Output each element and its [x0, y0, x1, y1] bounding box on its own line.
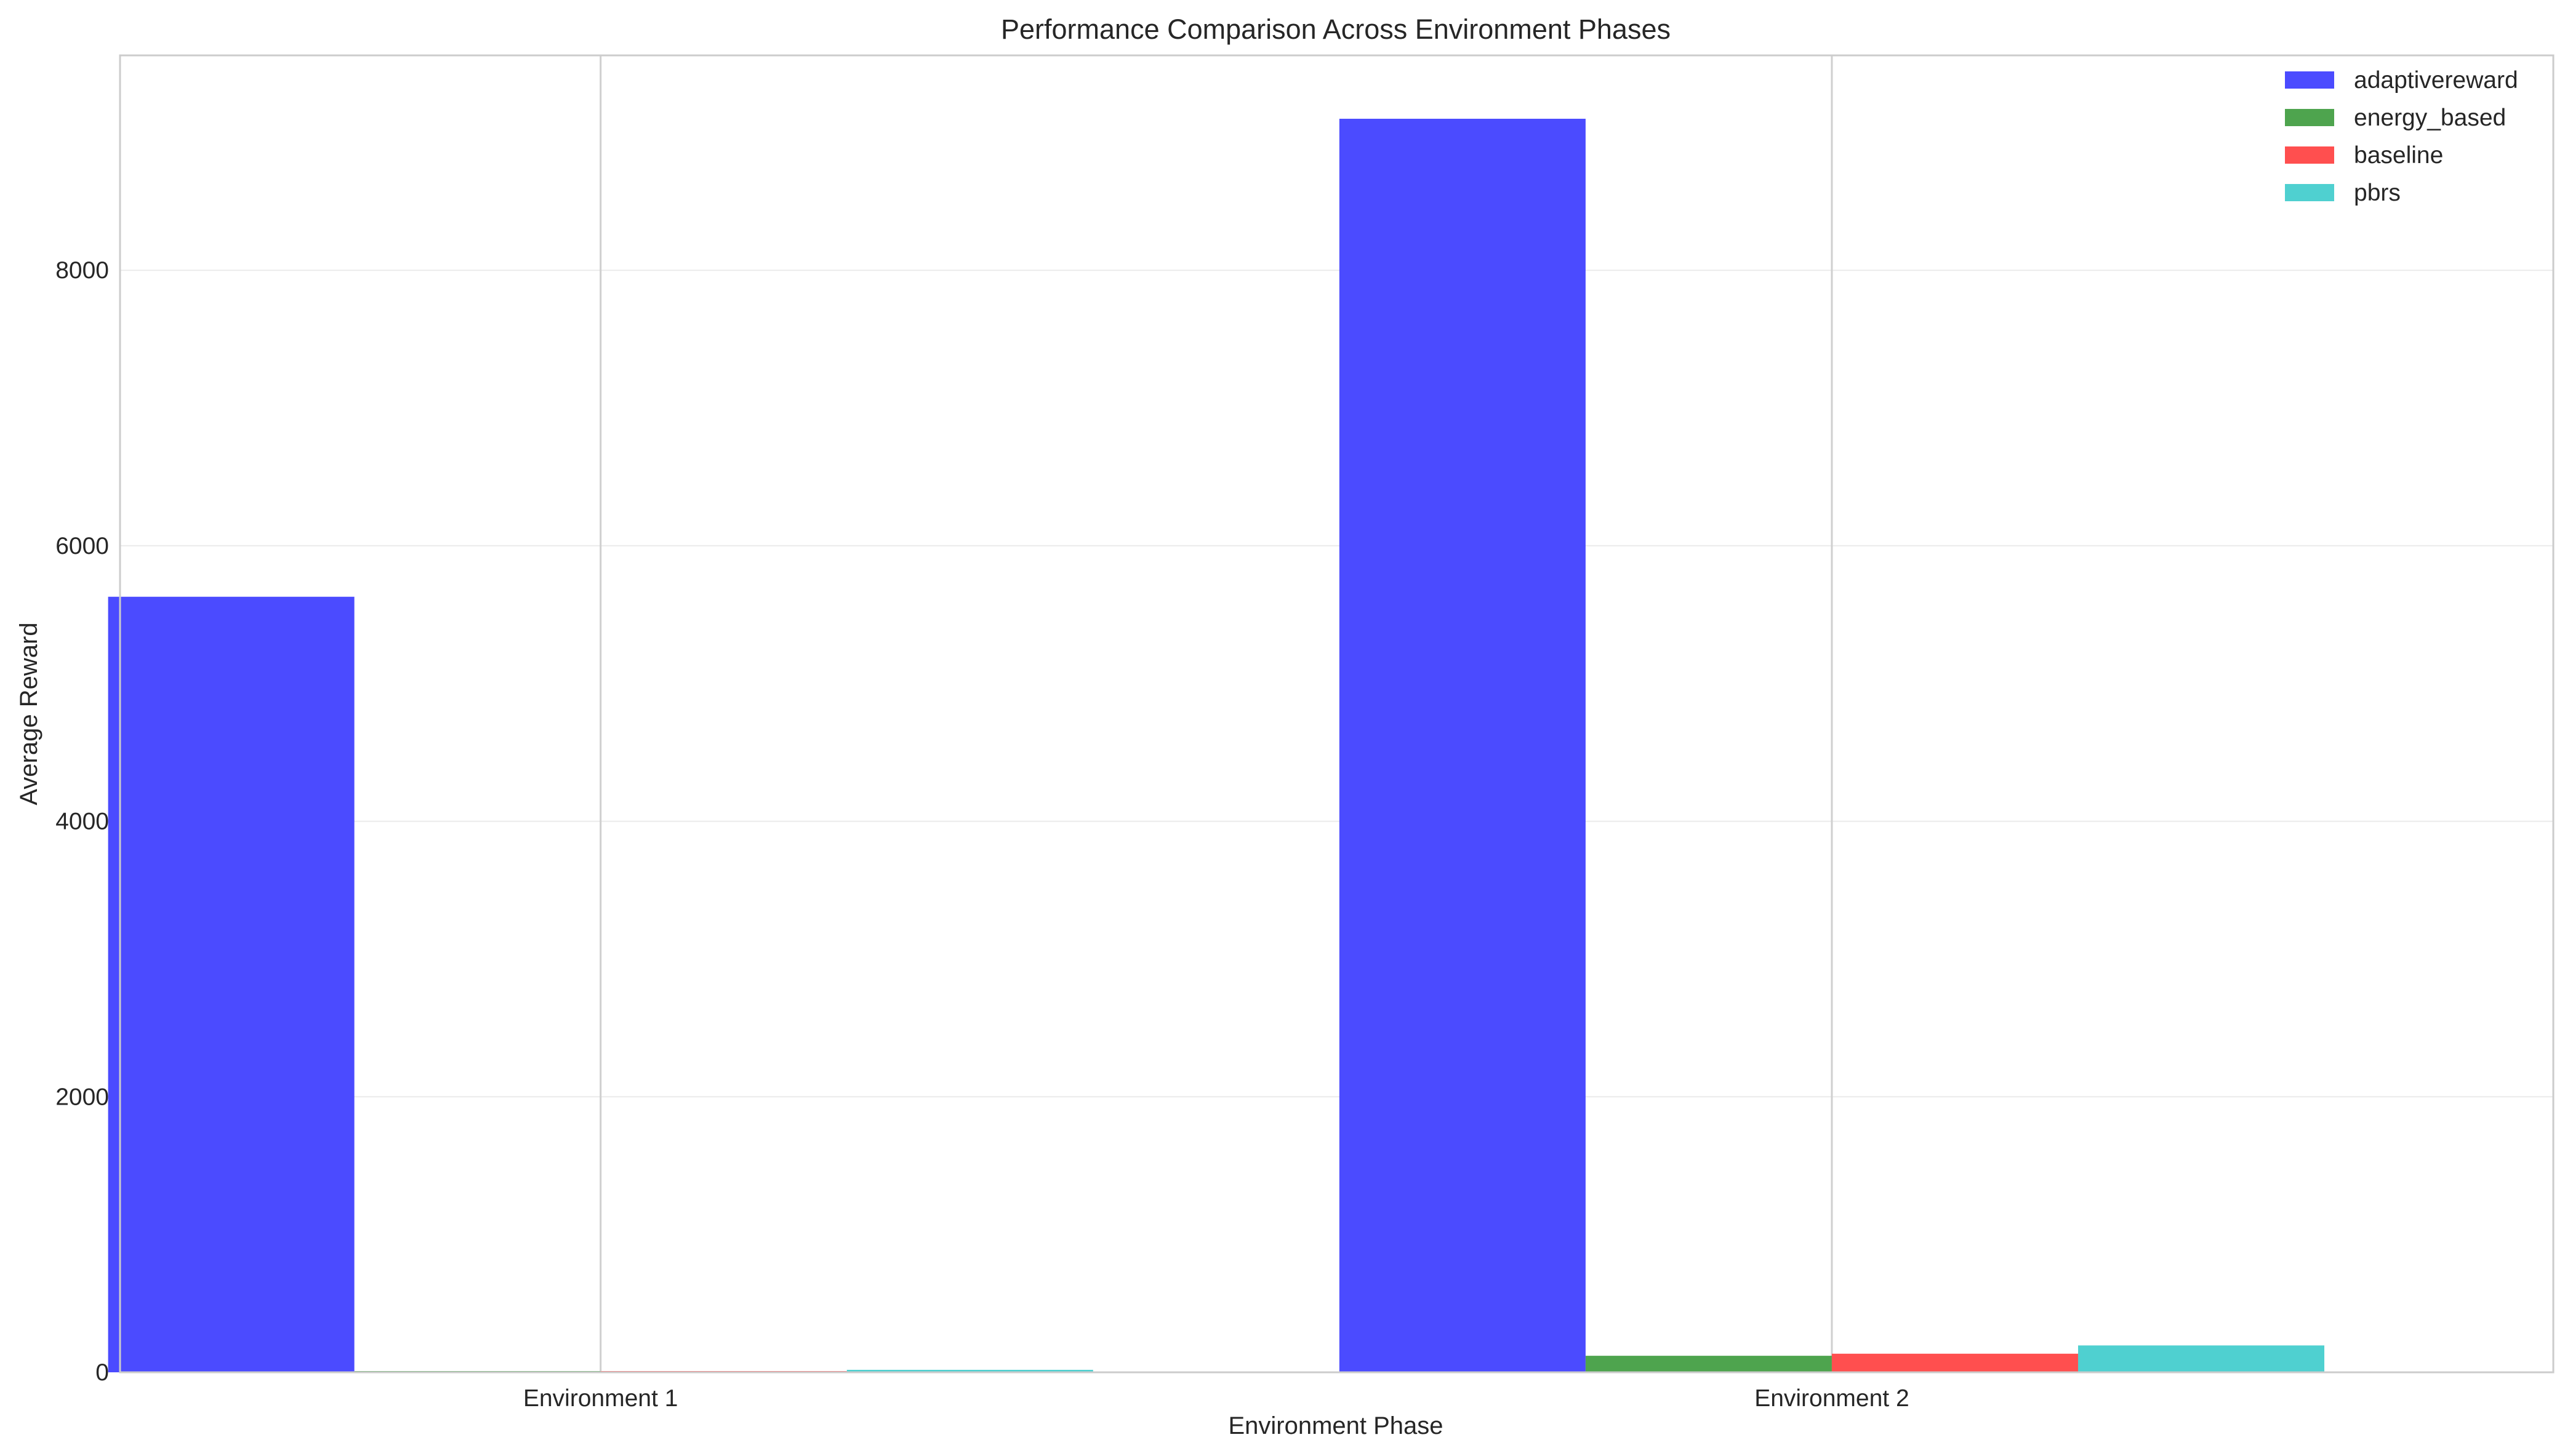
bars-group — [108, 118, 2325, 1373]
y-tick-label: 0 — [95, 1359, 109, 1386]
legend-label-adaptivereward: adaptivereward — [2354, 67, 2518, 94]
y-axis-ticks: 0 2000 4000 6000 8000 — [55, 257, 109, 1386]
bar-pbrs — [2077, 1345, 2325, 1372]
legend-swatch-energy_based — [2285, 109, 2334, 126]
legend-swatch-pbrs — [2285, 184, 2334, 201]
y-axis-label: Average Reward — [15, 622, 42, 805]
legend-swatch-adaptivereward — [2285, 71, 2334, 89]
y-tick-label: 8000 — [55, 257, 109, 284]
legend-label-baseline: baseline — [2354, 142, 2443, 169]
bar-baseline — [1831, 1353, 2078, 1372]
x-axis-label: Environment Phase — [1228, 1412, 1443, 1439]
x-tick-label: Environment 1 — [523, 1385, 678, 1412]
legend-label-energy_based: energy_based — [2354, 105, 2506, 131]
bar-adaptivereward — [108, 596, 355, 1372]
y-tick-label: 6000 — [55, 533, 109, 559]
chart-title: Performance Comparison Across Environmen… — [1001, 14, 1671, 45]
legend: adaptivereward energy_based baseline pbrs — [2285, 67, 2518, 206]
y-tick-label: 4000 — [55, 809, 109, 835]
bar-pbrs — [846, 1369, 1093, 1372]
x-tick-label: Environment 2 — [1754, 1385, 1909, 1412]
legend-swatch-baseline — [2285, 146, 2334, 164]
plot-frame — [119, 54, 2555, 1374]
x-axis-ticks: Environment 1 Environment 2 — [523, 1385, 1909, 1412]
bar-adaptivereward — [1339, 118, 1586, 1373]
legend-label-pbrs: pbrs — [2354, 180, 2401, 206]
bar-energy_based — [1585, 1356, 1832, 1372]
y-tick-label: 2000 — [55, 1084, 109, 1110]
grid-lines — [120, 55, 2553, 1372]
